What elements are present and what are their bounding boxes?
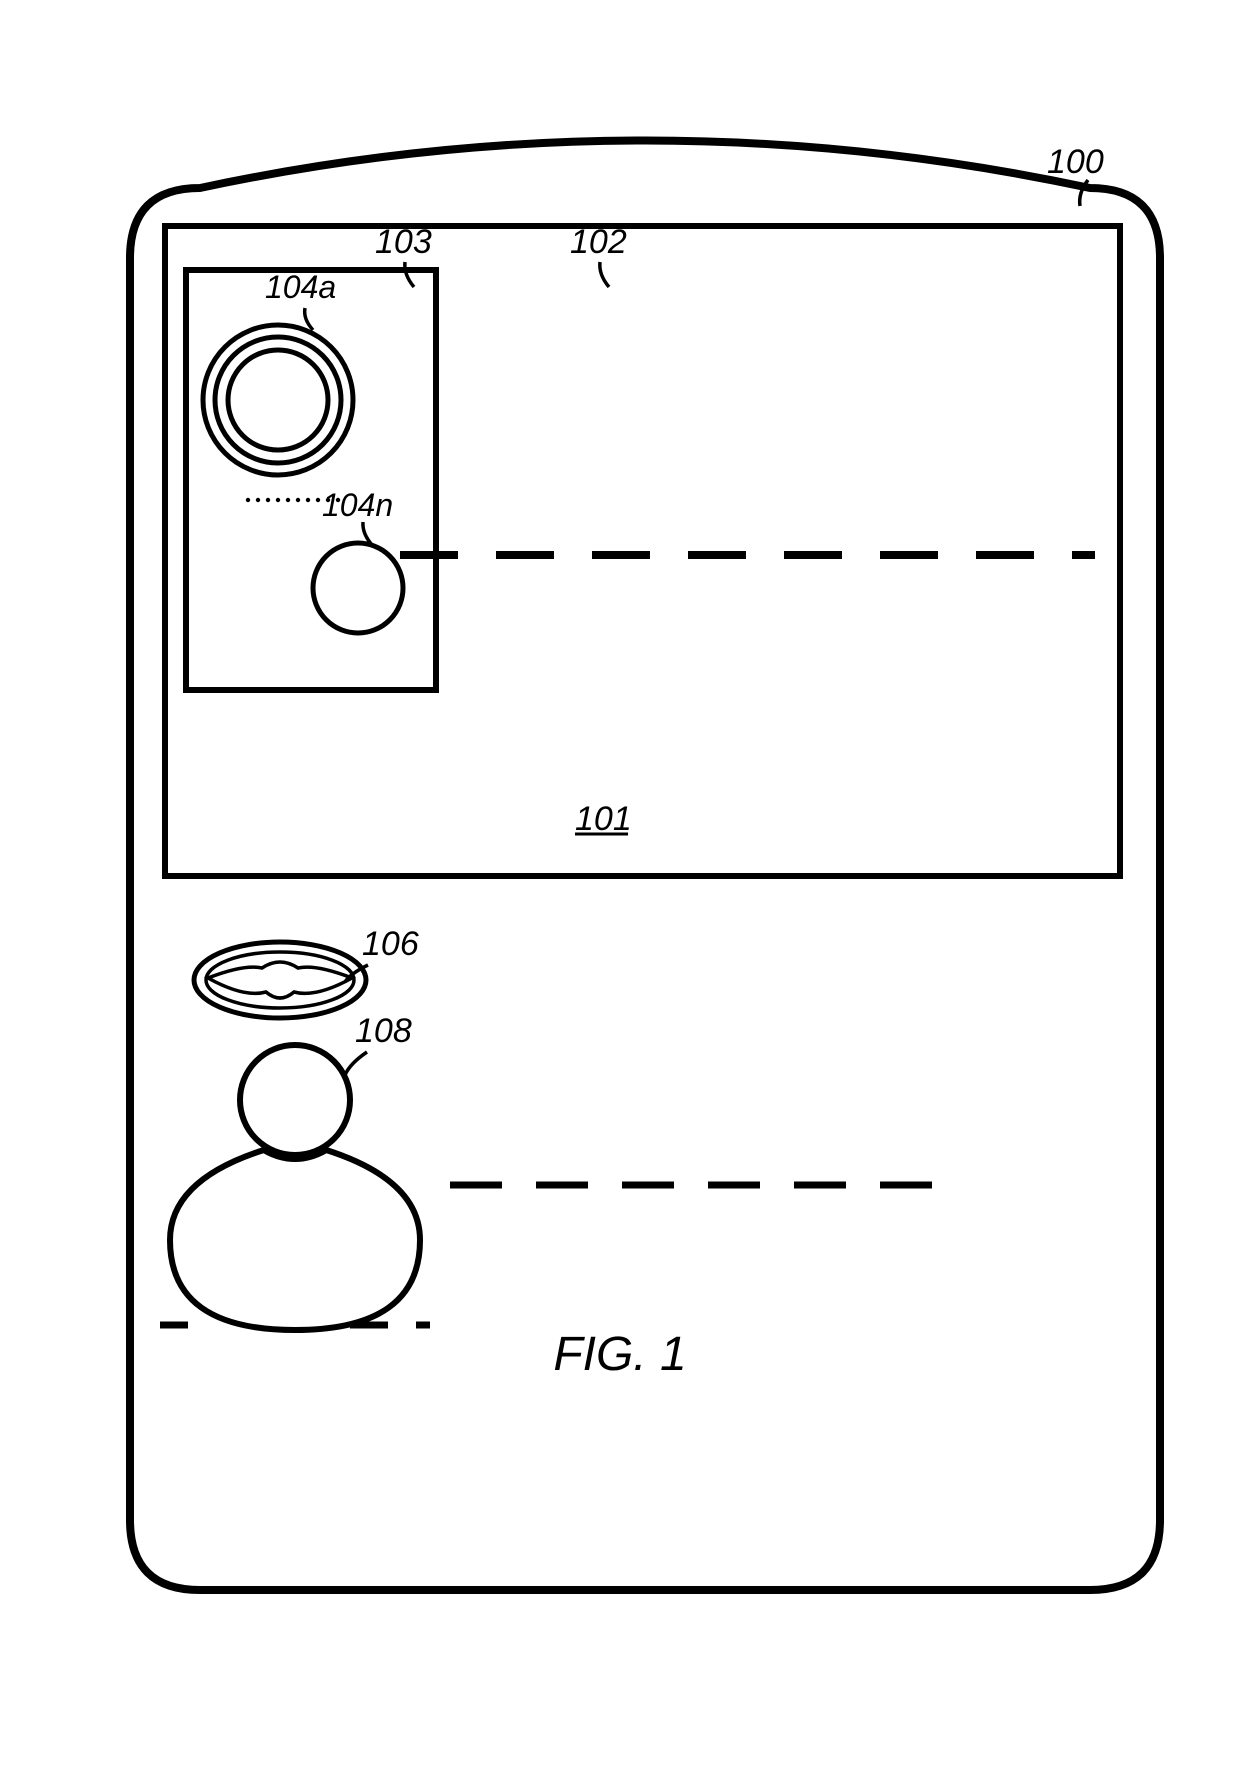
ref-102: 102 (570, 223, 627, 261)
driver-body (170, 1150, 420, 1330)
ref-100: 100 (1047, 143, 1104, 181)
ellipsis-dot (306, 498, 310, 502)
gauge-large-ring (228, 350, 328, 450)
ref-103: 103 (375, 223, 432, 261)
ref-108: 108 (355, 1012, 412, 1050)
leader-tick (345, 1052, 367, 1075)
ref-106: 106 (362, 925, 419, 963)
ellipsis-dot (266, 498, 270, 502)
ellipsis-dot (256, 498, 260, 502)
ref-101: 101 (575, 800, 632, 838)
ref-104n: 104n (322, 487, 393, 523)
gauge-small (313, 543, 403, 633)
ellipsis-dot (276, 498, 280, 502)
ellipsis-dot (296, 498, 300, 502)
leader-tick (305, 308, 313, 330)
leader-tick (405, 262, 414, 287)
gauge-large-ring (215, 337, 341, 463)
ellipsis-dot (326, 498, 330, 502)
ellipsis-dot (336, 498, 340, 502)
driver-head (240, 1045, 350, 1155)
ellipsis-dot (286, 498, 290, 502)
ellipsis-dot (246, 498, 250, 502)
leader-tick (600, 262, 609, 287)
figure-label: FIG. 1 (553, 1328, 686, 1381)
ellipsis-dot (316, 498, 320, 502)
ref-104a: 104a (265, 269, 336, 305)
